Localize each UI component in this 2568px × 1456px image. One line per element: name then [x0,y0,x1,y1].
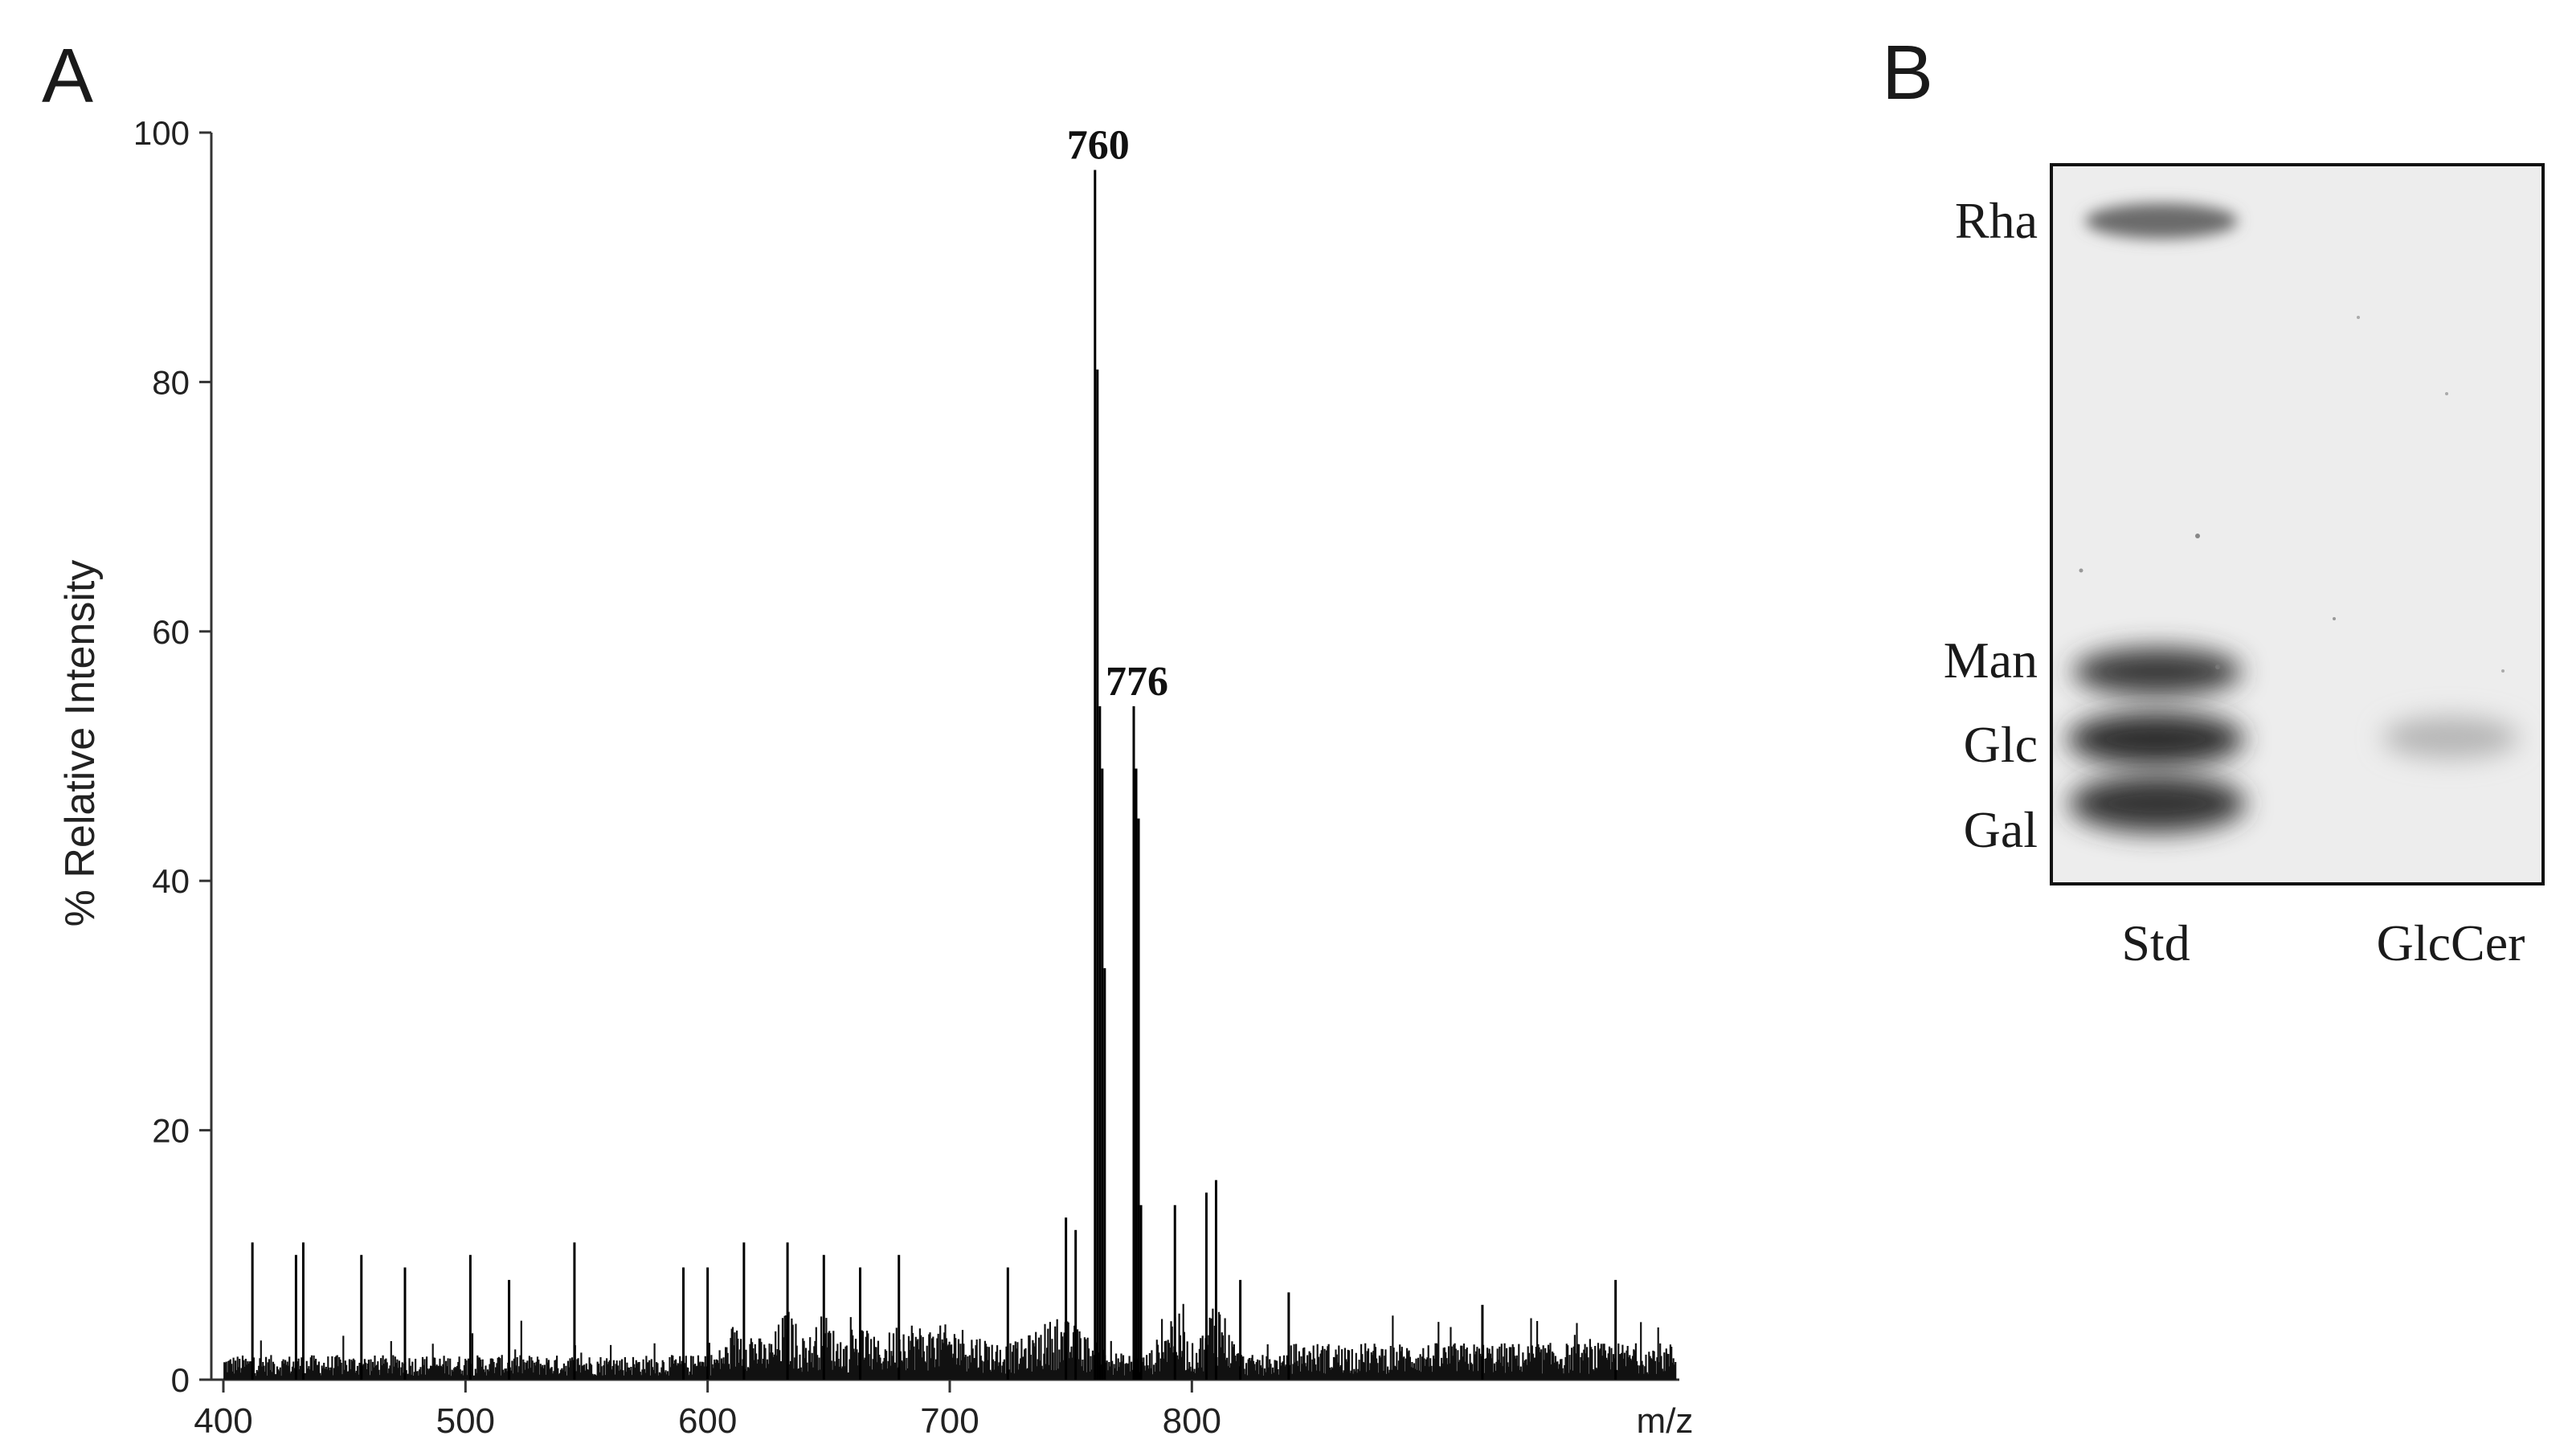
spot-std-man [2073,648,2242,696]
y-tick-label: 0 [171,1361,190,1399]
tlc-plate-border [2050,163,2545,885]
x-tick-label: 500 [436,1401,495,1441]
row-label-rha: Rha [1955,192,2038,249]
spot-std-glc [2067,712,2244,767]
peak-annotations: 760 776 [1067,123,1168,705]
tlc-plate-background [2051,165,2543,884]
baseline-noise [223,1303,1677,1380]
noise-trace [223,1303,1677,1380]
plate-speck [2079,568,2083,573]
spot-std-rha [2085,203,2238,239]
tlc-plate-panel: Rha Man Glc Gal Std GlcCer [1944,163,2545,971]
y-ticks: 0 20 40 60 80 100 [133,114,211,1399]
x-axis-label: m/z [1637,1401,1694,1441]
panel-b-label: B [1882,30,1933,116]
x-tick-label: 600 [678,1401,737,1441]
plate-speck [2195,534,2200,538]
plate-speck [2357,316,2360,319]
lane-label-glccer: GlcCer [2377,914,2525,971]
y-tick-label: 100 [133,114,190,152]
y-tick-label: 80 [152,363,190,401]
tlc-spots [2067,203,2519,832]
x-tick-label: 400 [194,1401,252,1441]
lane-label-std: Std [2121,914,2190,971]
y-tick-label: 20 [152,1112,190,1150]
spot-glccer [2382,717,2519,759]
plate-speck [2445,392,2448,395]
plate-speck [2215,665,2220,669]
peak-annotation: 776 [1106,659,1168,705]
row-label-gal: Gal [1964,801,2038,858]
spot-std-gal [2069,775,2246,832]
row-label-man: Man [1944,632,2038,689]
peak-annotation: 760 [1067,123,1130,169]
x-tick-label: 800 [1163,1401,1221,1441]
y-axis-label: % Relative Intensity [57,560,104,927]
plate-speck [2333,617,2336,620]
panel-a-label: A [42,33,93,119]
y-tick-label: 40 [152,862,190,900]
x-tick-label: 700 [920,1401,979,1441]
y-tick-label: 60 [152,613,190,651]
row-label-glc: Glc [1964,716,2038,773]
peaks-group [251,170,1617,1380]
plate-speck [2501,669,2505,673]
x-ticks: 400 500 600 700 800 [194,1380,1221,1441]
